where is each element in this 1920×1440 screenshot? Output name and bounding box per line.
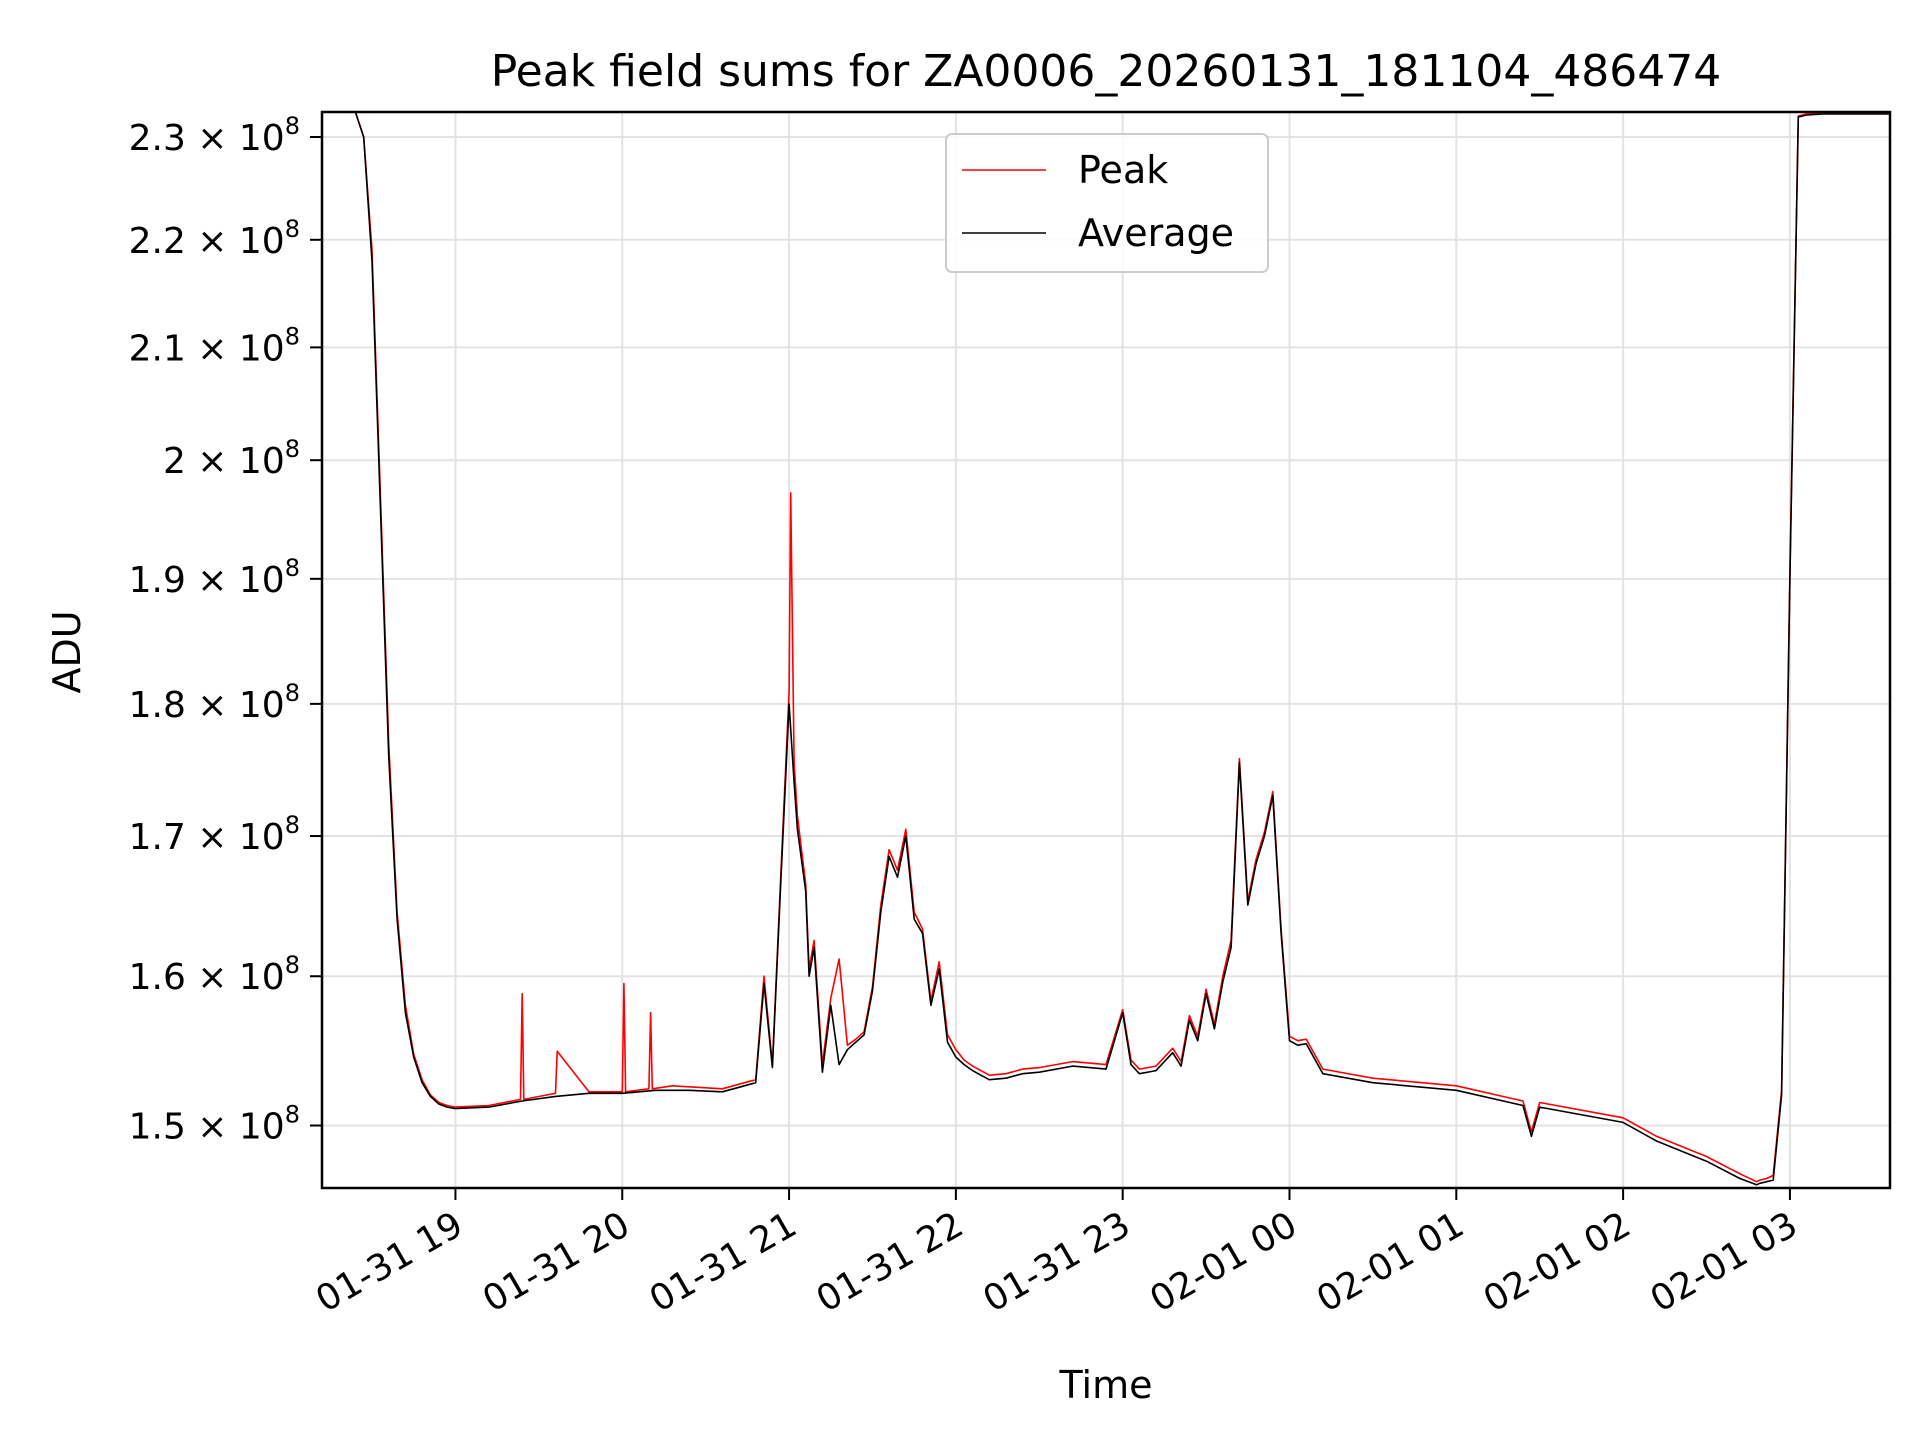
x-axis-label: Time xyxy=(1059,1363,1153,1407)
legend-label-average: Average xyxy=(1078,211,1234,255)
legend-box xyxy=(945,133,1269,273)
series-line-average xyxy=(322,112,1890,1186)
y-axis-label: ADU xyxy=(45,610,89,693)
y-tick-label: 1.6 × 108 xyxy=(129,951,300,998)
y-axis: 1.5 × 108 1.6 × 108 1.7 × 108 1.8 × 108 1.9 … xyxy=(129,112,322,1147)
y-tick-label: 1.5 × 108 xyxy=(129,1100,300,1147)
chart-title: Peak field sums for ZA0006_20260131_1811… xyxy=(491,46,1722,97)
y-tick-label: 1.8 × 108 xyxy=(129,679,300,726)
y-tick-label: 2.1 × 108 xyxy=(129,322,300,369)
y-tick-label: 1.7 × 108 xyxy=(129,811,300,858)
y-tick-label: 2.2 × 108 xyxy=(129,215,300,262)
legend-label-peak: Peak xyxy=(1078,148,1168,192)
y-tick-label: 2.3 × 108 xyxy=(129,112,300,159)
legend: Peak Average xyxy=(945,133,1269,273)
plot-area xyxy=(322,112,1890,1186)
y-tick-label: 2 × 108 xyxy=(163,435,300,482)
series-line-peak xyxy=(322,112,1890,1183)
plot-frame xyxy=(320,110,1892,1190)
y-tick-label: 1.9 × 108 xyxy=(129,554,300,601)
